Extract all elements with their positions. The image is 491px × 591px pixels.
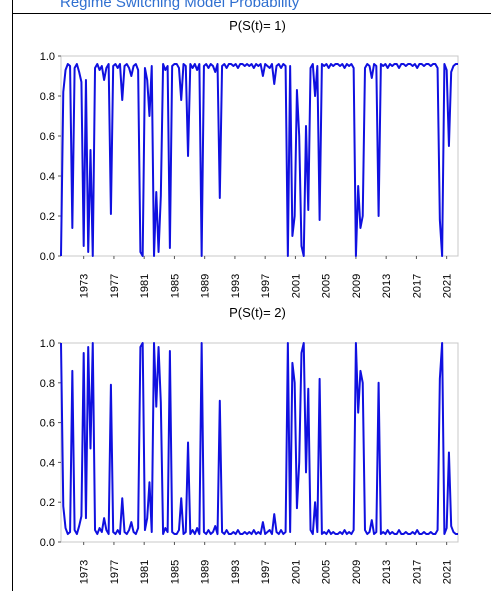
chart-bottom-xtick-label: 2021	[442, 560, 454, 584]
chart-top-xtick-label: 1973	[79, 274, 91, 298]
chart-top-ytick-label: 0.2	[40, 211, 55, 223]
chart-bottom-xtick-label: 2013	[381, 560, 393, 584]
cropped-caption: Regime Switching Model Probability	[60, 0, 300, 11]
chart-top-ytick-label: 1.0	[40, 51, 55, 63]
chart-bottom-xtick-label: 2001	[290, 560, 302, 584]
chart-bottom-xtick-label: 1973	[79, 560, 91, 584]
chart-bottom-ytick-label: 0.6	[40, 418, 55, 430]
chart-top-xtick-label: 2013	[381, 274, 393, 298]
chart-top-ytick-label: 0.8	[40, 91, 55, 103]
chart-top-xtick-label: 2021	[442, 274, 454, 298]
chart-top-xtick-label: 1997	[260, 274, 272, 298]
chart-bottom-xtick-label: 1993	[230, 560, 242, 584]
chart-top-xtick-label: 1981	[139, 274, 151, 298]
chart-top-xtick-label: 1989	[200, 274, 212, 298]
chart-bottom-ytick-label: 0.0	[40, 537, 55, 549]
chart-top-xtick-label: 2017	[411, 274, 423, 298]
chart-bottom-plot-area	[60, 342, 459, 543]
chart-top-xtick-label: 1993	[230, 274, 242, 298]
chart-top-title: P(S(t)= 1)	[229, 18, 286, 33]
chart-top: P(S(t)= 1) 0.0 0.2 0.4 0.6 0.8 1.0 1973 1977 1981…	[12, 14, 491, 302]
chart-top-ytick-label: 0.0	[40, 251, 55, 263]
figure-left-border	[12, 0, 13, 591]
chart-bottom-ytick-label: 0.8	[40, 378, 55, 390]
chart-bottom-xtick-label: 1981	[139, 560, 151, 584]
chart-bottom-xtick-label: 1985	[169, 560, 181, 584]
chart-bottom-xtick-label: 1989	[200, 560, 212, 584]
chart-bottom-xtick-label: 2005	[321, 560, 333, 584]
chart-top-ytick-label: 0.6	[40, 131, 55, 143]
chart-bottom-ytick-label: 0.4	[40, 457, 55, 469]
chart-top-series-line	[60, 63, 458, 257]
chart-bottom-xtick-label: 1977	[109, 560, 121, 584]
chart-top-xtick-label: 1985	[169, 274, 181, 298]
chart-top-xtick-label: 2009	[351, 274, 363, 298]
chart-bottom-ytick-label: 1.0	[40, 338, 55, 350]
chart-top-svg: P(S(t)= 1) 0.0 0.2 0.4 0.6 0.8 1.0 1973 1977 1981…	[40, 18, 459, 298]
chart-bottom-xtick-label: 2017	[411, 560, 423, 584]
chart-bottom-xtick-label: 1997	[260, 560, 272, 584]
chart-bottom-ytick-label: 0.2	[40, 497, 55, 509]
chart-bottom: P(S(t)= 2) 0.0 0.2 0.4 0.6 0.8 1.0 1973 1977 1981…	[12, 302, 491, 591]
chart-bottom-series-line	[60, 342, 458, 536]
figure-top-border	[12, 13, 491, 14]
chart-bottom-svg: P(S(t)= 2) 0.0 0.2 0.4 0.6 0.8 1.0 1973 1977 1981…	[40, 305, 459, 584]
chart-top-xtick-label: 2001	[290, 274, 302, 298]
chart-bottom-title: P(S(t)= 2)	[229, 305, 286, 320]
chart-top-ytick-label: 0.4	[40, 171, 55, 183]
chart-top-plot-area	[60, 55, 459, 257]
chart-bottom-xtick-label: 2009	[351, 560, 363, 584]
chart-top-xtick-label: 1977	[109, 274, 121, 298]
chart-top-xtick-label: 2005	[321, 274, 333, 298]
